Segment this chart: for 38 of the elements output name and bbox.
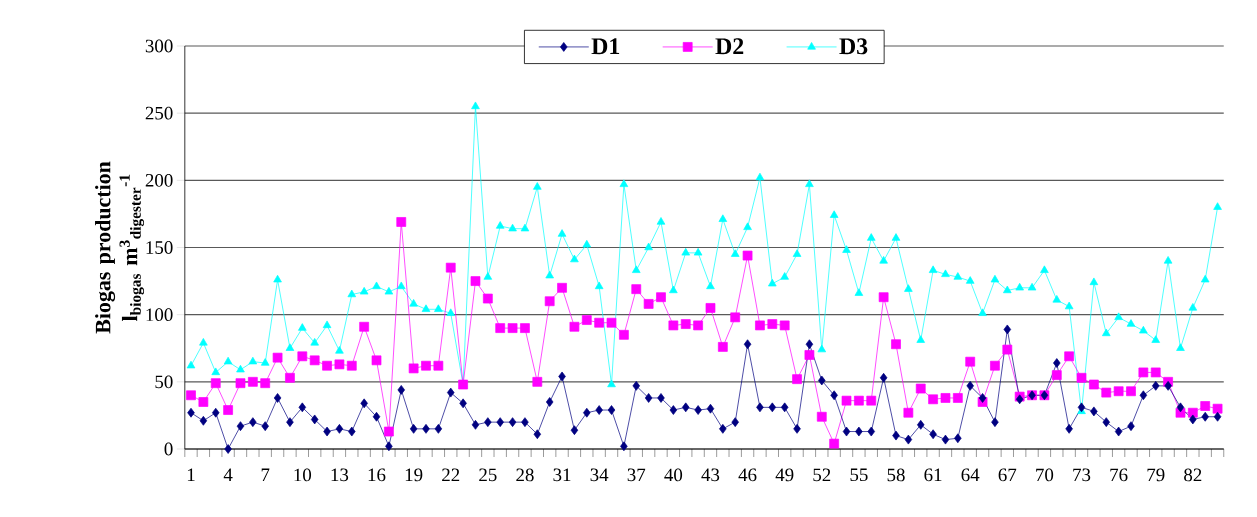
x-tick-label: 61 [924, 468, 942, 482]
y-tick-label: 100 [146, 308, 173, 322]
x-tick-label: 49 [775, 468, 794, 482]
x-tick-label: 25 [479, 468, 497, 482]
x-tick-label: 55 [850, 468, 868, 482]
x-tick-label: 4 [223, 468, 233, 481]
x-tick-label: 70 [1036, 468, 1054, 482]
x-tick-label: 31 [553, 468, 571, 482]
x-tick-label: 1 [187, 468, 195, 482]
x-tick-label: 40 [664, 468, 683, 482]
y-tick-label: 0 [164, 442, 173, 456]
x-tick-label: 76 [1110, 468, 1128, 482]
x-tick-label: 37 [627, 468, 646, 482]
legend-label: D3 [839, 38, 868, 55]
x-tick-label: 19 [405, 468, 423, 482]
x-tick-label: 22 [442, 468, 460, 482]
x-tick-label: 82 [1184, 468, 1202, 482]
x-tick-label: 52 [813, 468, 831, 482]
y-tick-label: 150 [146, 241, 173, 254]
y-tick-label: 250 [145, 106, 173, 120]
y-tick-label: 50 [155, 375, 173, 389]
x-tick-label: 13 [331, 468, 349, 482]
x-tick-label: 28 [516, 468, 534, 482]
x-tick-label: 7 [261, 468, 270, 481]
x-tick-label: 58 [887, 468, 905, 482]
x-tick-label: 73 [1073, 468, 1091, 482]
legend-label: D2 [715, 38, 744, 55]
x-tick-label: 16 [368, 468, 386, 482]
x-tick-label: 46 [738, 468, 757, 482]
y-tick-label: 200 [145, 173, 173, 187]
x-tick-label: 10 [294, 468, 312, 482]
x-tick-label: 64 [961, 468, 980, 482]
x-tick-label: 79 [1147, 468, 1165, 482]
x-tick-label: 34 [590, 468, 609, 482]
x-tick-label: 67 [998, 468, 1017, 482]
x-tick-label: 43 [701, 468, 720, 482]
legend-label: D1 [591, 38, 620, 55]
y-tick-label: 300 [145, 39, 173, 53]
